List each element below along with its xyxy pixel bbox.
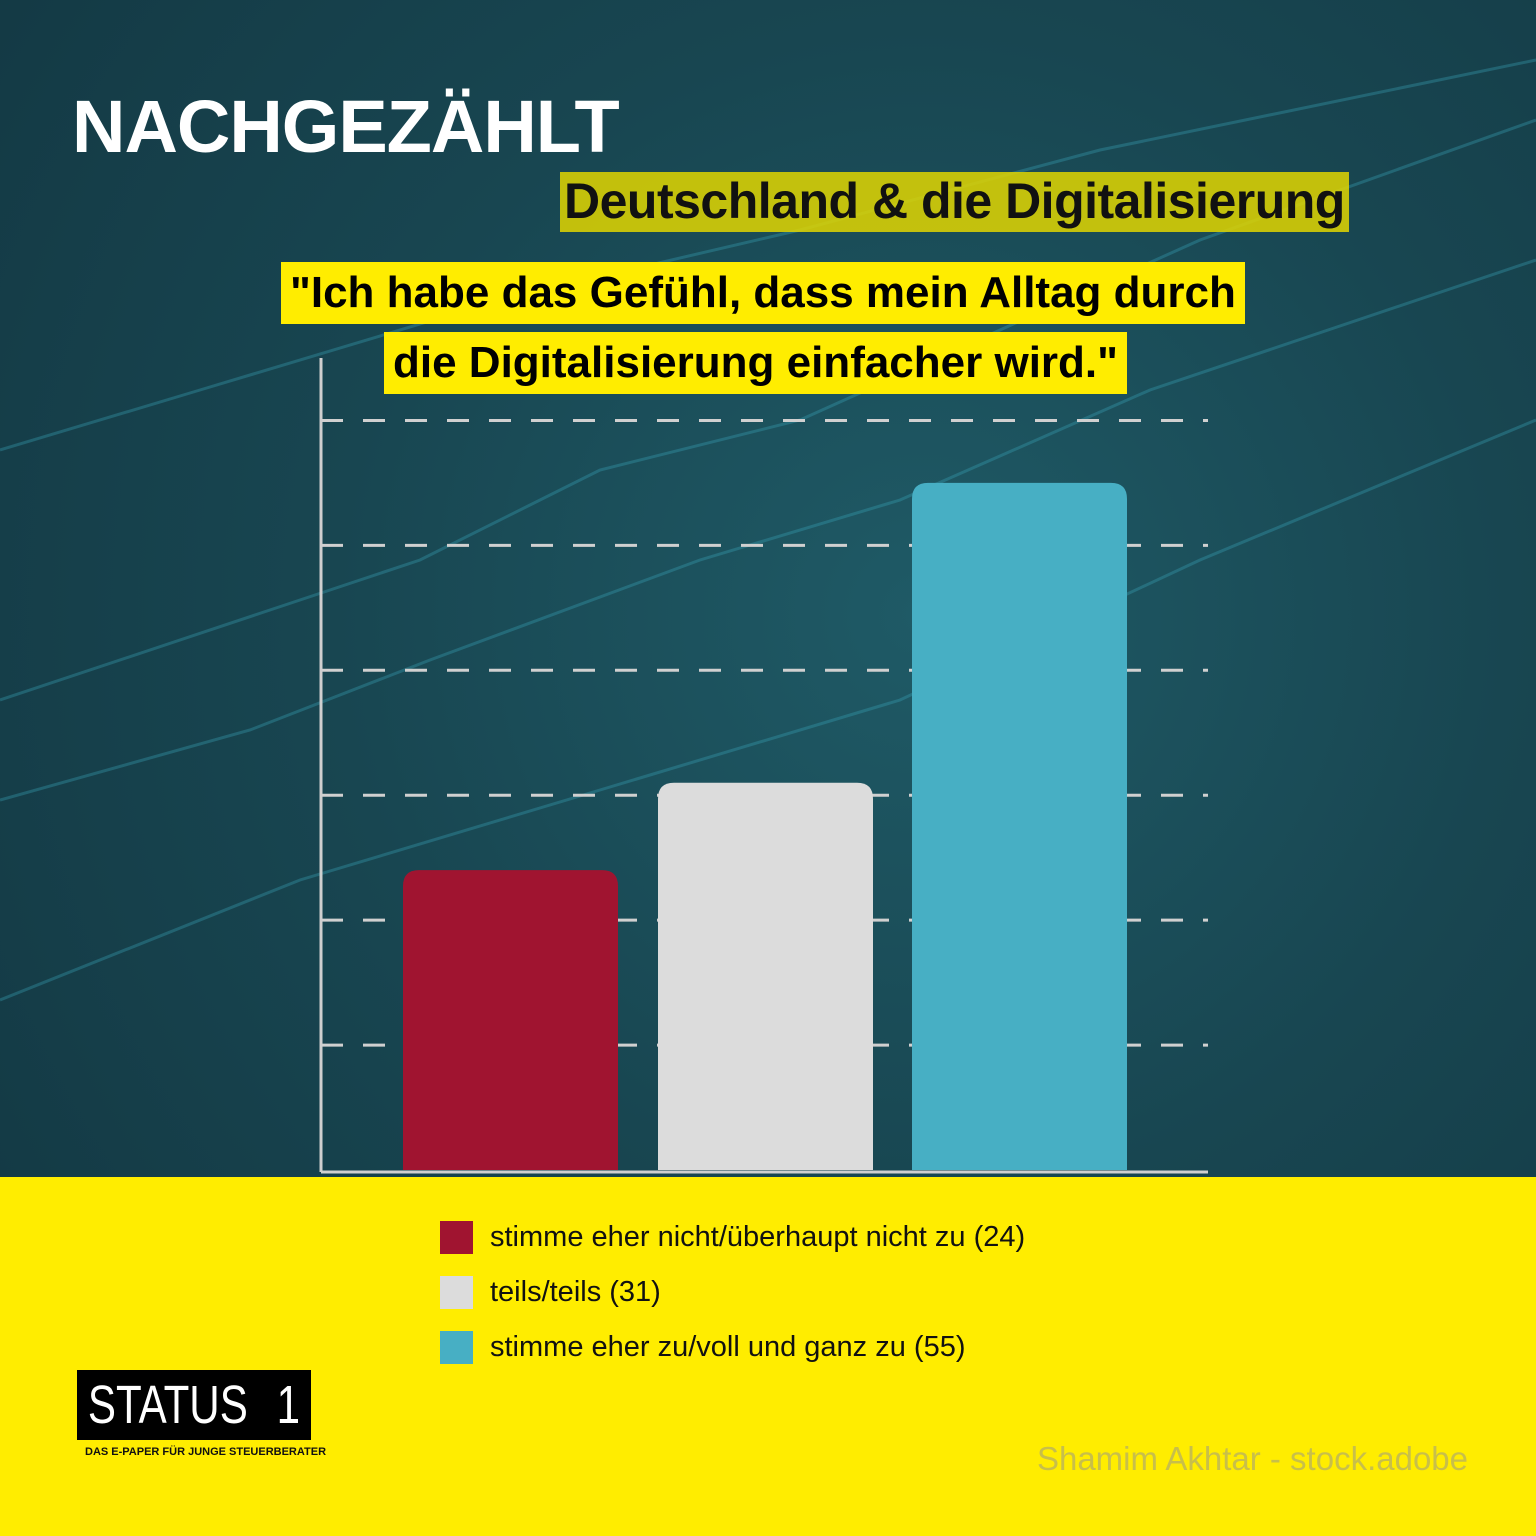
footer-panel <box>0 1177 1536 1536</box>
legend-swatch-red <box>440 1221 473 1254</box>
legend-label: stimme eher nicht/überhaupt nicht zu (24… <box>490 1221 1026 1253</box>
legend-item: stimme eher zu/voll und ganz zu (55) <box>440 1331 966 1364</box>
bar-3 <box>912 482 1127 1170</box>
logo-tagline: DAS E-PAPER FÜR JUNGE STEUERBERATER <box>85 1446 327 1458</box>
bar-2 <box>658 782 873 1170</box>
image-credit: Shamim Akhtar - stock.adobe <box>1036 1440 1468 1477</box>
page-title: Deutschland & die Digitalisierung <box>560 172 1349 232</box>
legend-item: teils/teils (31) <box>440 1276 661 1309</box>
logo-name: STATUS <box>87 1375 248 1435</box>
legend-swatch-blue <box>440 1331 473 1364</box>
status1-logo: STATUS 1 DAS E-PAPER FÜR JUNGE STEUERBERA… <box>77 1370 377 1458</box>
bar-chart <box>319 358 1208 1174</box>
logo-number: 1 <box>276 1375 301 1435</box>
quote-line-2: die Digitalisierung einfacher wird." <box>384 332 1128 394</box>
quote-line-1: "Ich habe das Gefühl, dass mein Alltag d… <box>281 262 1245 324</box>
legend-label: teils/teils (31) <box>490 1276 661 1308</box>
legend-item: stimme eher nicht/überhaupt nicht zu (24… <box>440 1221 1025 1254</box>
legend-swatch-gray <box>440 1276 473 1309</box>
legend-label: stimme eher zu/voll und ganz zu (55) <box>490 1331 966 1363</box>
kicker-heading: NACHGEZÄHLT <box>72 85 620 168</box>
bar-1 <box>403 870 618 1170</box>
